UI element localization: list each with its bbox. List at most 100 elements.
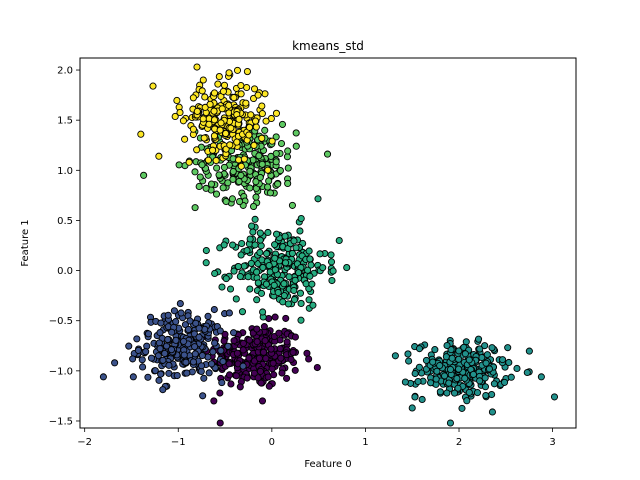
cluster-5-point [252, 123, 260, 131]
cluster-1-point [170, 307, 178, 315]
cluster-4-point [292, 129, 300, 137]
cluster-3-point [305, 296, 313, 304]
cluster-3-point [335, 236, 343, 245]
cluster-4-point [237, 171, 245, 179]
cluster-5-point [225, 101, 233, 109]
cluster-1-point [161, 349, 169, 358]
cluster-3-point [271, 266, 279, 274]
cluster-4-point [222, 197, 230, 206]
cluster-2-point [490, 380, 498, 388]
cluster-4-point [252, 178, 260, 186]
y-tick-label: −1.0 [49, 366, 73, 377]
cluster-5-point [205, 120, 213, 128]
cluster-2-point [473, 389, 482, 397]
cluster-0-point [269, 359, 277, 367]
cluster-2-point [507, 373, 515, 381]
cluster-1-point [176, 300, 184, 308]
cluster-4-point [198, 161, 206, 169]
cluster-3-point [243, 246, 251, 255]
cluster-1-point [155, 376, 163, 384]
cluster-2-point [427, 379, 435, 387]
cluster-1-point [157, 319, 165, 327]
cluster-1-point [190, 330, 198, 338]
cluster-2-point [481, 383, 490, 391]
cluster-2-point [481, 342, 489, 350]
cluster-1-point [205, 369, 213, 377]
cluster-0-point [253, 338, 261, 346]
cluster-2-point [465, 356, 473, 364]
cluster-5-point [200, 134, 208, 142]
cluster-1-point [186, 317, 194, 325]
cluster-0-point [277, 354, 285, 362]
cluster-4-point [250, 202, 258, 210]
cluster-0-point [283, 374, 291, 382]
cluster-4-point [235, 177, 243, 186]
cluster-3-point [248, 222, 256, 230]
cluster-5-point [176, 108, 184, 116]
cluster-3-point [265, 261, 273, 270]
cluster-2-point [482, 391, 490, 400]
cluster-2-point [476, 377, 484, 385]
cluster-5-point [219, 87, 227, 95]
cluster-0-point [225, 371, 234, 379]
cluster-2-point [513, 364, 521, 373]
cluster-1-point [129, 373, 137, 381]
cluster-5-point [254, 91, 262, 99]
cluster-2-point [476, 345, 484, 353]
cluster-2-point [463, 397, 471, 405]
cluster-3-point [202, 259, 210, 267]
cluster-2-point [443, 389, 451, 397]
cluster-2-point [436, 388, 444, 396]
cluster-2-point [453, 375, 461, 383]
cluster-4-point [235, 198, 244, 206]
cluster-1-point [139, 363, 147, 371]
cluster-4-point [323, 150, 332, 158]
cluster-2-point [431, 346, 439, 354]
cluster-3-point [256, 236, 264, 244]
cluster-5-point [250, 141, 258, 149]
cluster-2-point [523, 368, 531, 377]
cluster-1-point [225, 309, 233, 317]
cluster-5-point [137, 130, 145, 138]
cluster-2-point [422, 356, 430, 364]
cluster-2-point [458, 404, 466, 412]
cluster-2-point [429, 358, 437, 366]
cluster-4-point [191, 168, 199, 176]
cluster-4-point [258, 160, 266, 168]
cluster-2-point [404, 350, 412, 358]
cluster-5-point [217, 119, 225, 127]
cluster-1-point [182, 358, 190, 366]
cluster-5-point [193, 146, 201, 154]
x-tick-label: 0 [269, 437, 275, 448]
cluster-1-point [142, 348, 150, 356]
cluster-1-point [99, 373, 107, 381]
y-tick-label: 1.0 [57, 166, 73, 177]
cluster-5-point [209, 146, 217, 154]
cluster-3-point [280, 280, 288, 288]
cluster-2-point [415, 345, 424, 353]
cluster-3-point [305, 247, 313, 255]
cluster-3-point [329, 267, 337, 275]
cluster-3-point [238, 308, 247, 316]
cluster-5-point [214, 80, 222, 88]
cluster-4-point [277, 139, 286, 148]
cluster-5-point [193, 107, 201, 115]
cluster-0-point [220, 337, 228, 345]
cluster-2-point [411, 369, 419, 378]
cluster-3-point [256, 248, 264, 257]
cluster-5-point [230, 94, 238, 102]
cluster-1-point [159, 356, 167, 364]
cluster-3-point [327, 258, 336, 266]
cluster-3-point [295, 269, 303, 277]
cluster-3-point [280, 291, 288, 300]
cluster-0-point [313, 363, 321, 372]
cluster-3-point [285, 273, 293, 281]
cluster-1-point [177, 309, 185, 317]
cluster-0-point [291, 333, 299, 341]
cluster-3-point [226, 285, 235, 293]
cluster-1-point [156, 329, 164, 337]
cluster-3-point [244, 273, 252, 281]
cluster-3-point [296, 227, 304, 235]
cluster-4-point [175, 161, 183, 169]
